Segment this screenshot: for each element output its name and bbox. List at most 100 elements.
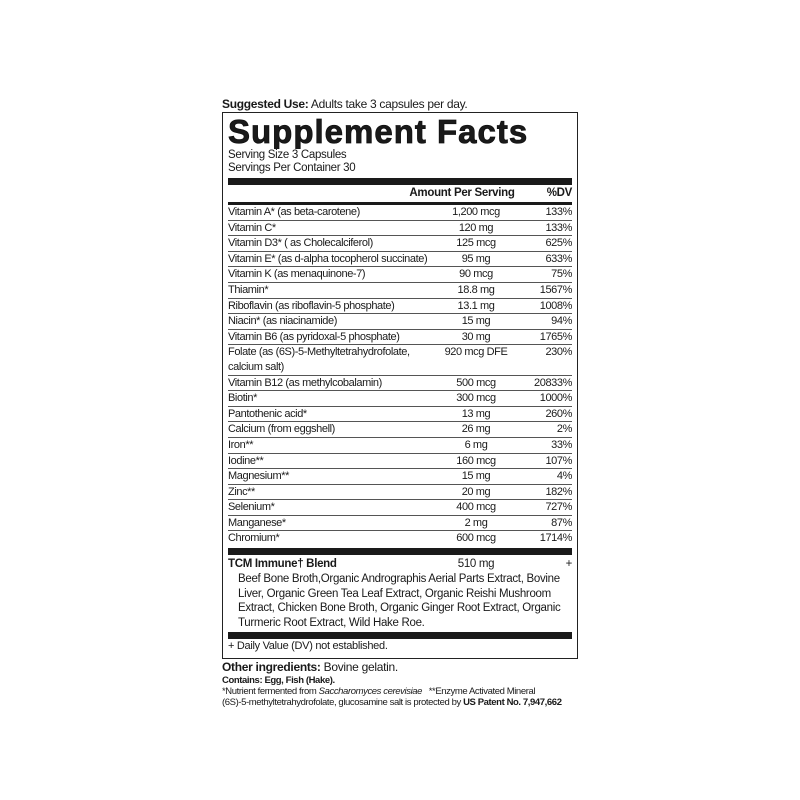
nutrient-row: Iodine** 160 mcg 107% <box>228 454 572 470</box>
nutrient-amount: 15 mg <box>461 315 491 328</box>
divider-thick <box>228 178 572 185</box>
nutrient-name: Manganese* <box>228 516 286 529</box>
supplement-label: Suggested Use: Adults take 3 capsules pe… <box>222 97 578 708</box>
header-amount: Amount Per Serving <box>409 187 515 199</box>
nutrient-name: Calcium (from eggshell) <box>228 423 335 436</box>
blend-amount: 510 mg <box>457 558 495 571</box>
nutrient-dv: 1714% <box>539 532 573 545</box>
nutrient-dv: 727% <box>545 501 572 514</box>
nutrient-name: Magnesium** <box>228 470 290 483</box>
nutrient-name: Niacin* (as niacinamide) <box>228 315 338 328</box>
nutrient-row: Niacin* (as niacinamide) 15 mg 94% <box>228 314 572 330</box>
nutrient-row: Manganese* 2 mg 87% <box>228 516 572 532</box>
nutrient-amount: 125 mcg <box>456 237 496 250</box>
nutrient-name: Riboflavin (as riboflavin-5 phosphate) <box>228 299 395 312</box>
nutrient-dv: 33% <box>551 438 572 451</box>
nutrient-row: Vitamin E* (as d-alpha tocopherol succin… <box>228 252 572 268</box>
nutrient-amount: 160 mcg <box>456 454 496 467</box>
nutrient-amount: 400 mcg <box>456 501 496 514</box>
footnote: *Nutrient fermented from Saccharomyces c… <box>222 686 562 709</box>
nutrient-amount: 1,200 mcg <box>452 206 500 218</box>
nutrient-amount: 18.8 mg <box>457 283 495 296</box>
nutrient-name: Vitamin E* (as d-alpha tocopherol succin… <box>228 252 428 265</box>
nutrient-name: Vitamin B12 (as methylcobalamin) <box>228 376 382 389</box>
nutrient-amount: 13 mg <box>461 407 491 420</box>
nutrient-name: Pantothenic acid* <box>228 407 307 420</box>
nutrient-dv: 4% <box>556 470 573 483</box>
nutrient-amount: 2 mg <box>464 516 488 529</box>
nutrient-row: Vitamin K (as menaquinone-7) 90 mcg 75% <box>228 267 572 283</box>
nutrient-row: Vitamin C* 120 mg 133% <box>228 221 572 237</box>
nutrient-dv: 133% <box>545 221 572 234</box>
nutrient-name: Vitamin K (as menaquinone-7) <box>228 268 366 281</box>
nutrient-amount: 500 mcg <box>456 376 496 389</box>
nutrient-name: Vitamin B6 (as pyridoxal-5 phosphate) <box>228 330 400 343</box>
nutrient-amount: 95 mg <box>461 252 491 265</box>
nutrient-dv: 1567% <box>539 283 573 296</box>
divider-thick <box>228 548 572 556</box>
nutrient-dv: 87% <box>551 516 572 529</box>
nutrient-dv: 20833% <box>534 376 572 389</box>
divider-thick <box>228 632 572 640</box>
nutrient-name: Biotin* <box>228 392 257 405</box>
nutrient-row: Iron** 6 mg 33% <box>228 438 572 454</box>
nutrient-dv: 1000% <box>539 392 573 405</box>
nutrient-amount: 300 mcg <box>456 392 496 405</box>
nutrient-row: Vitamin B12 (as methylcobalamin) 500 mcg 2… <box>228 376 572 392</box>
nutrient-row: Magnesium** 15 mg 4% <box>228 469 572 485</box>
blend-dv: + <box>565 558 573 571</box>
nutrient-amount: 920 mcg DFE <box>444 346 508 359</box>
nutrient-dv: 182% <box>545 485 572 498</box>
proprietary-blend: TCM Immune† Blend 510 mg + Beef Bone Bro… <box>228 555 572 630</box>
nutrient-amount: 20 mg <box>461 485 491 498</box>
nutrient-dv: 2% <box>556 423 573 436</box>
nutrient-row: Vitamin B6 (as pyridoxal-5 phosphate) 30 … <box>228 330 572 346</box>
nutrient-name: Folate (as (6S)-5-Methyltetrahydrofolate… <box>228 346 410 373</box>
supplement-facts-panel: Supplement Facts Serving Size 3 Capsules… <box>222 112 578 660</box>
serving-size: Serving Size 3 Capsules <box>228 149 347 161</box>
other-ingredients: Other ingredients: Bovine gelatin. <box>222 660 398 675</box>
nutrient-name: Thiamin* <box>228 283 269 296</box>
servings-per-container: Servings Per Container 30 <box>228 162 356 174</box>
nutrient-name: Iron** <box>228 438 254 451</box>
panel-title: Supplement Facts <box>228 115 529 149</box>
nutrient-row: Pantothenic acid* 13 mg 260% <box>228 407 572 423</box>
nutrient-row: Thiamin* 18.8 mg 1567% <box>228 283 572 299</box>
nutrient-amount: 15 mg <box>461 470 491 483</box>
nutrient-name: Vitamin C* <box>228 221 276 234</box>
blend-ingredients: Beef Bone Broth,Organic Andrographis Aer… <box>238 573 561 629</box>
dv-note: + Daily Value (DV) not established. <box>228 640 388 653</box>
nutrient-dv: 625% <box>545 237 572 250</box>
column-headers: Amount Per Serving %DV <box>228 185 572 202</box>
nutrient-row: Vitamin D3* ( as Cholecalciferol) 125 mcg… <box>228 236 572 252</box>
allergen-statement: Contains: Egg, Fish (Hake). <box>222 675 335 687</box>
nutrient-dv: 1765% <box>539 330 573 343</box>
nutrient-dv: 633% <box>545 252 572 265</box>
nutrient-name: Zinc** <box>228 485 255 498</box>
nutrient-dv: 260% <box>545 407 572 420</box>
nutrient-dv: 230% <box>545 346 572 359</box>
nutrient-amount: 600 mcg <box>456 532 496 545</box>
header-dv: %DV <box>546 187 573 199</box>
nutrient-amount: 90 mcg <box>459 268 493 281</box>
nutrient-amount: 30 mg <box>461 330 491 343</box>
nutrient-dv: 1008% <box>539 299 573 312</box>
nutrient-name: Iodine** <box>228 454 264 467</box>
nutrient-dv: 94% <box>551 315 572 328</box>
nutrient-row: Riboflavin (as riboflavin-5 phosphate) 13… <box>228 299 572 315</box>
nutrient-row: Chromium* 600 mcg 1714% <box>228 531 572 547</box>
nutrient-table: Vitamin A* (as beta-carotene) 1,200 mcg 13… <box>228 205 572 547</box>
nutrient-name: Vitamin D3* ( as Cholecalciferol) <box>228 237 373 250</box>
nutrient-amount: 6 mg <box>464 438 488 451</box>
nutrient-dv: 107% <box>545 454 572 467</box>
nutrient-row: Zinc** 20 mg 182% <box>228 485 572 501</box>
nutrient-row: Calcium (from eggshell) 26 mg 2% <box>228 422 572 438</box>
nutrient-row: Biotin* 300 mcg 1000% <box>228 391 572 407</box>
nutrient-name: Selenium* <box>228 501 275 514</box>
nutrient-row: Selenium* 400 mcg 727% <box>228 500 572 516</box>
nutrient-name: Chromium* <box>228 532 280 545</box>
nutrient-amount: 120 mg <box>458 221 494 234</box>
nutrient-name: Vitamin A* (as beta-carotene) <box>228 206 360 218</box>
nutrient-dv: 133% <box>545 206 572 218</box>
nutrient-row: Folate (as (6S)-5-Methyltetrahydrofolate… <box>228 345 572 376</box>
